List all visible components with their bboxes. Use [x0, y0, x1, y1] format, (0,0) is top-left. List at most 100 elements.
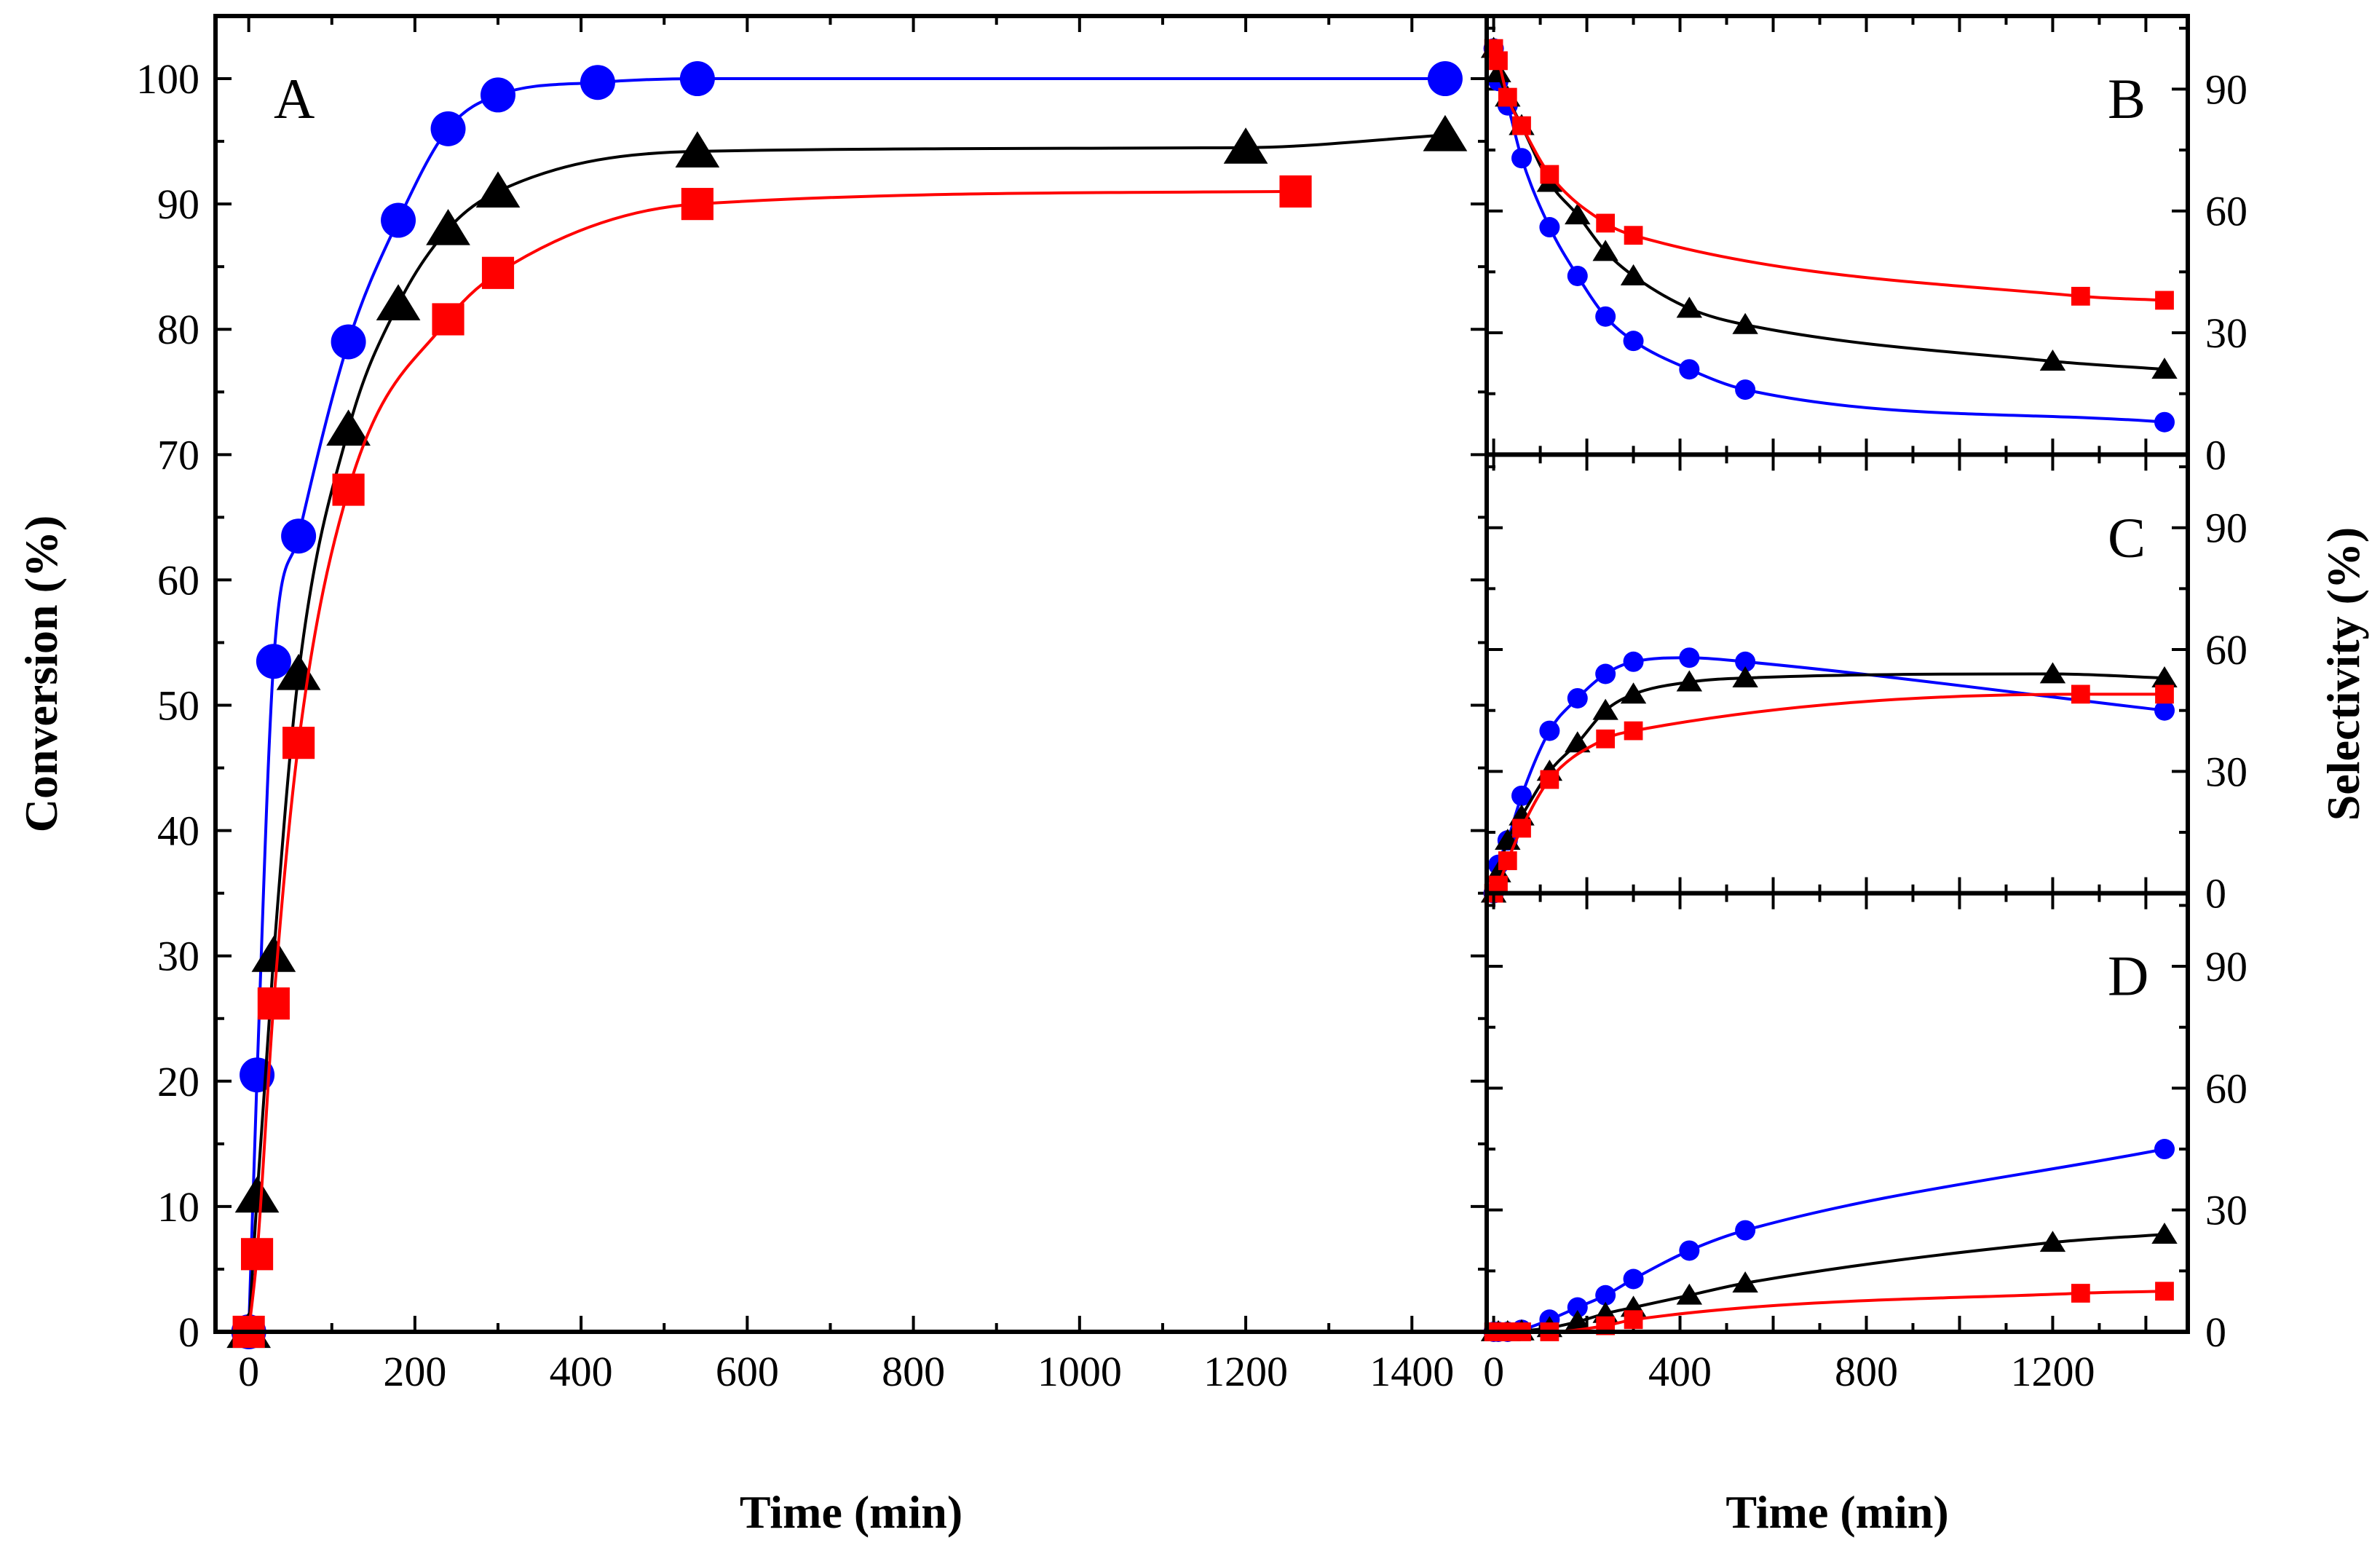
y-tick-label: 80: [157, 306, 199, 353]
panel-d-series: [1480, 1139, 2178, 1342]
data-point-triangle: [1565, 203, 1591, 225]
y-tick-label: 60: [2205, 626, 2247, 674]
panel-frames: [213, 14, 2190, 1334]
y-tick-label: 100: [136, 55, 199, 103]
data-point-square: [1624, 721, 1643, 741]
data-point-square: [1540, 165, 1559, 184]
data-point-triangle: [1676, 1283, 1703, 1305]
data-point-square: [1512, 818, 1531, 838]
y-tick-label: 0: [2205, 870, 2226, 917]
data-point-circle: [1735, 1220, 1756, 1241]
data-point-square: [2155, 1282, 2174, 1301]
data-point-circle: [1623, 1268, 1644, 1290]
data-point-square: [681, 188, 713, 221]
data-point-triangle: [2039, 1231, 2066, 1252]
data-point-square: [1624, 1310, 1643, 1330]
panel-d-x-tick-labels: 0 400 800 1200: [1483, 1348, 2095, 1395]
data-point-triangle: [2151, 358, 2178, 379]
data-point-circle: [1623, 651, 1644, 672]
data-point-circle: [1679, 359, 1700, 380]
x-tick-label: 600: [716, 1348, 779, 1395]
data-point-circle: [1511, 148, 1532, 169]
series-line-triangle: [1492, 48, 2165, 371]
y-tick-label: 90: [2205, 505, 2247, 552]
panel-label-a: A: [274, 67, 315, 130]
data-point-triangle: [376, 284, 421, 320]
panel-b-y-tick-labels: 0 30 60 90: [2205, 66, 2247, 478]
y-tick-label: 90: [2205, 66, 2247, 113]
data-point-triangle: [1565, 731, 1591, 753]
data-point-square: [2155, 291, 2174, 310]
data-point-square: [332, 473, 365, 506]
data-point-triangle: [1676, 670, 1703, 692]
data-point-circle: [1595, 1284, 1616, 1306]
data-point-square: [1540, 770, 1559, 789]
data-point-circle: [281, 518, 317, 554]
data-point-square: [2071, 1284, 2090, 1303]
data-point-circle: [1539, 217, 1560, 238]
y-tick-label: 0: [178, 1309, 199, 1356]
y-tick-label: 50: [157, 682, 199, 730]
y-tick-label: 90: [2205, 943, 2247, 990]
data-point-circle: [1735, 379, 1756, 400]
y-axis-title-left: Conversion (%): [15, 516, 67, 833]
data-point-triangle: [1223, 127, 1268, 164]
data-point-square: [1624, 226, 1643, 245]
data-point-circle: [481, 77, 515, 113]
data-point-triangle: [1485, 60, 1511, 82]
y-tick-label: 60: [157, 556, 199, 604]
data-point-circle: [1427, 61, 1463, 97]
series-line-square: [1492, 47, 2165, 302]
data-point-square: [1498, 87, 1517, 107]
panel-label-d: D: [2108, 944, 2148, 1008]
data-point-square: [1489, 51, 1508, 71]
data-point-square: [1512, 116, 1531, 135]
y-tick-label: 60: [2205, 1065, 2247, 1112]
data-point-circle: [1567, 265, 1588, 286]
data-point-circle: [1539, 720, 1560, 741]
data-point-triangle: [1592, 698, 1618, 720]
data-point-circle: [580, 65, 615, 100]
data-point-square: [2071, 286, 2090, 306]
data-point-square: [282, 727, 315, 759]
x-tick-label: 800: [1835, 1348, 1898, 1395]
data-point-triangle: [326, 409, 371, 446]
panel-label-b: B: [2108, 67, 2146, 130]
data-point-triangle: [2151, 1223, 2178, 1244]
data-point-square: [1596, 213, 1616, 233]
panel-a-x-tick-labels: 0 200 400 600 800 1000 1200 1400: [238, 1348, 1454, 1395]
x-tick-label: 0: [238, 1348, 259, 1395]
y-tick-label: 0: [2205, 1309, 2226, 1356]
panel-d-frame: [1484, 891, 2190, 1334]
data-point-triangle: [1732, 666, 1758, 687]
x-tick-label: 400: [550, 1348, 613, 1395]
y-tick-label: 30: [2205, 309, 2247, 357]
panel-b-ticks: [1487, 16, 2188, 455]
y-tick-label: 10: [157, 1183, 199, 1231]
data-point-triangle: [1732, 1271, 1758, 1292]
data-point-square: [1596, 729, 1616, 749]
x-tick-label: 400: [1648, 1348, 1712, 1395]
panel-a-y-tick-labels: 0 10 20 30 40 50 60 70 80 90 100: [136, 55, 199, 1356]
panel-d-ticks: [1487, 893, 2188, 1332]
y-tick-label: 70: [157, 431, 199, 478]
data-point-circle: [1511, 785, 1532, 806]
y-axis-title-right: Selectivity (%): [2317, 527, 2369, 821]
data-point-circle: [679, 61, 715, 97]
panel-c-y-tick-labels: 0 30 60 90: [2205, 505, 2247, 917]
data-point-triangle: [1423, 114, 1468, 151]
x-tick-label: 200: [383, 1348, 446, 1395]
data-point-circle: [1679, 1240, 1700, 1261]
data-point-square: [1498, 851, 1517, 870]
series-line-triangle: [247, 133, 1446, 1333]
data-point-circle: [256, 644, 291, 679]
data-point-square: [481, 256, 515, 289]
data-point-square: [240, 1238, 274, 1271]
panel-b-series: [1480, 36, 2178, 433]
data-point-square: [257, 987, 290, 1020]
x-axis-title-right: Time (min): [1725, 1486, 1948, 1538]
data-point-circle: [1595, 663, 1616, 684]
series-line-circle: [247, 76, 1445, 1333]
